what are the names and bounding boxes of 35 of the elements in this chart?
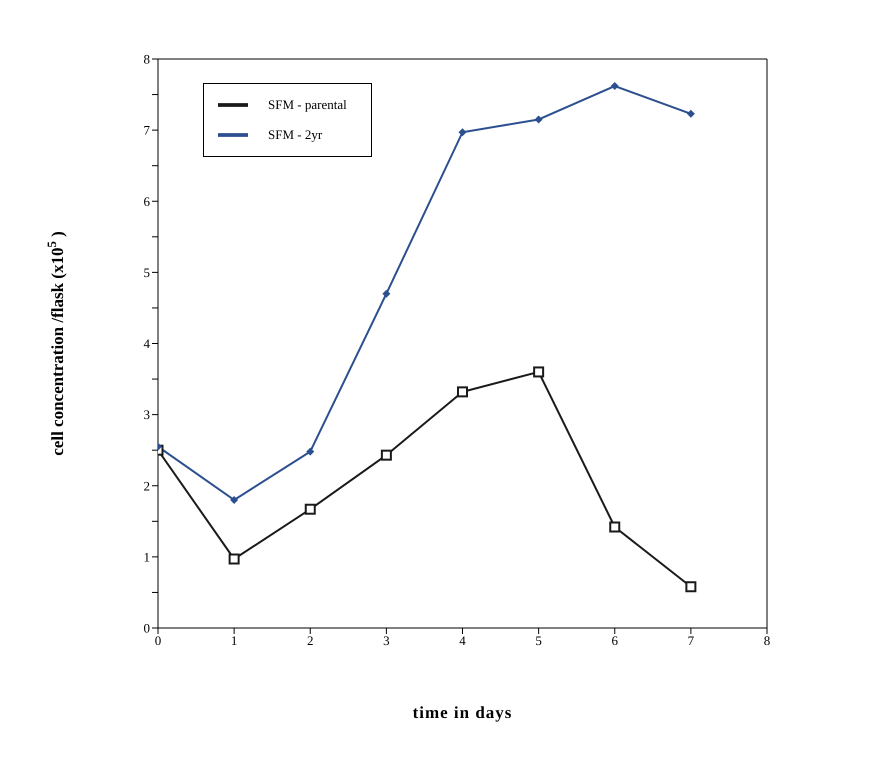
legend-label: SFM - 2yr <box>268 126 322 142</box>
y-tick-label: 1 <box>144 549 150 564</box>
x-tick-label: 4 <box>459 633 466 648</box>
y-tick-label: 2 <box>144 478 150 494</box>
point <box>685 581 696 592</box>
x-tick-label: 8 <box>764 633 770 648</box>
point <box>304 504 316 515</box>
point <box>228 554 240 565</box>
point <box>230 496 238 504</box>
point <box>686 110 695 118</box>
point <box>609 522 620 533</box>
point <box>533 366 544 378</box>
y-tick-label: 4 <box>144 336 150 352</box>
x-axis-title: time in days <box>412 703 512 722</box>
x-tick-label: 1 <box>230 633 238 648</box>
x-tick-label: 3 <box>383 633 390 648</box>
point <box>610 82 619 90</box>
y-tick-label: 3 <box>144 407 150 422</box>
point <box>534 115 543 124</box>
y-tick-label: 5 <box>144 264 150 280</box>
point <box>306 448 314 456</box>
y-tick-label: 6 <box>144 194 150 209</box>
x-tick-label: 7 <box>688 633 695 648</box>
point <box>457 386 468 398</box>
point <box>380 450 392 461</box>
point <box>458 128 466 136</box>
legend-label: SFM - parental <box>268 96 347 112</box>
y-tick-label: 8 <box>144 52 150 67</box>
x-tick-label: 0 <box>154 633 162 648</box>
x-tick-label: 5 <box>535 633 542 648</box>
x-tick-label: 2 <box>307 633 314 648</box>
point <box>382 290 390 298</box>
y-tick-label: 7 <box>144 122 150 138</box>
y-tick-label: 0 <box>144 620 150 636</box>
x-tick-label: 6 <box>612 633 618 648</box>
